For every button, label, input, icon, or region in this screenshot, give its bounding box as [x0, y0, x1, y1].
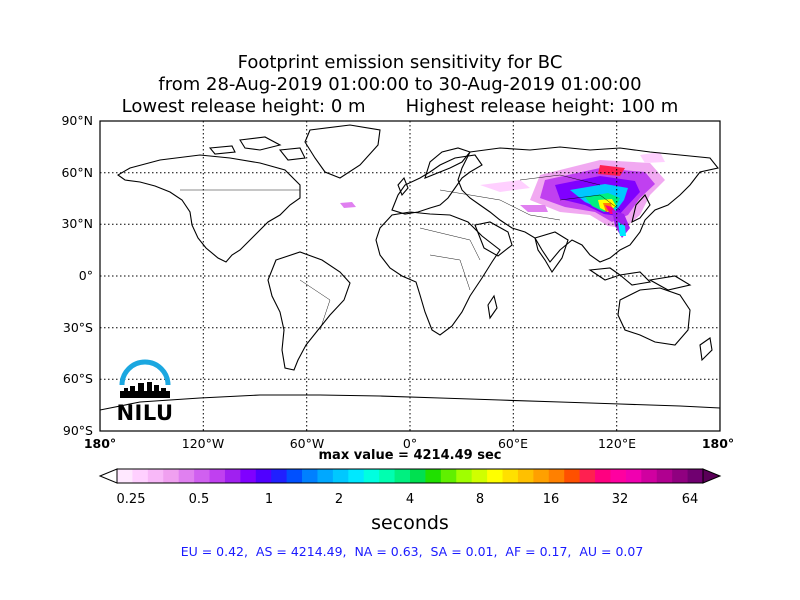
- colorbar-tick-3: 2: [334, 492, 344, 507]
- lon-label-180w: 180°: [83, 436, 117, 451]
- colorbar-cell: [163, 469, 180, 483]
- colorbar-cell: [471, 469, 488, 483]
- colorbar-frame: [116, 468, 704, 484]
- grid-lines: [100, 121, 720, 431]
- colorbar-cell: [286, 469, 303, 483]
- lon-label-180e: 180°: [701, 436, 735, 451]
- colorbar-cell: [564, 469, 581, 483]
- colorbar-cell: [579, 469, 596, 483]
- colorbar-cell: [687, 469, 704, 483]
- colorbar-cell: [132, 469, 149, 483]
- colorbar-tick-4: 4: [405, 492, 415, 507]
- colorbar-cell: [271, 469, 288, 483]
- lat-label-90n: 90°N: [61, 113, 93, 128]
- colorbar-cell: [440, 469, 457, 483]
- lon-label-60e: 60°E: [497, 436, 529, 451]
- colorbar-cell: [147, 469, 164, 483]
- colorbar-tick-5: 8: [475, 492, 485, 507]
- map-layer: [100, 121, 720, 431]
- colorbar-cell: [456, 469, 473, 483]
- colorbar-cell: [487, 469, 503, 483]
- lat-label-60s: 60°S: [62, 371, 93, 386]
- region-summary: EU = 0.42, AS = 4214.49, NA = 0.63, SA =…: [180, 544, 644, 559]
- colorbar-cells: [117, 469, 704, 483]
- colorbar-tick-8: 64: [681, 492, 699, 507]
- lat-label-90s: 90°S: [62, 423, 93, 438]
- lat-label-0: 0°: [78, 268, 93, 283]
- lon-label-60w: 60°W: [289, 436, 325, 451]
- colorbar-cell: [548, 469, 565, 483]
- coastlines: [100, 124, 720, 431]
- colorbar-cell: [117, 469, 133, 483]
- colorbar-label: seconds: [371, 512, 449, 534]
- lat-label-30n: 30°N: [61, 216, 93, 231]
- colorbar-tick-2: 1: [264, 492, 274, 507]
- colorbar-cell: [641, 469, 658, 483]
- max-value-text: max value = 4214.49 sec: [318, 448, 502, 463]
- colorbar-cell: [317, 469, 334, 483]
- colorbar-cell: [656, 469, 673, 483]
- colorbar-cell: [240, 469, 257, 483]
- colorbar-cell: [255, 469, 272, 483]
- colorbar-tick-0: 0.25: [116, 492, 146, 507]
- colorbar-min-arrow: [98, 468, 118, 484]
- colorbar-cell: [302, 469, 318, 483]
- colorbar-cell: [595, 469, 611, 483]
- title-line-2: from 28-Aug-2019 01:00:00 to 30-Aug-2019…: [158, 74, 642, 95]
- lon-label-120e: 120°E: [597, 436, 636, 451]
- colorbar-cell: [517, 469, 534, 483]
- colorbar-cell: [425, 469, 442, 483]
- colorbar-cell: [502, 469, 519, 483]
- colorbar-max-arrow: [702, 468, 722, 484]
- colorbar-cell: [672, 469, 688, 483]
- nilu-logo-graphic: [119, 359, 171, 398]
- colorbar-cell: [332, 469, 349, 483]
- colorbar-cell: [348, 469, 365, 483]
- nilu-logo-text: NILU: [116, 401, 174, 425]
- colorbar-cell: [625, 469, 642, 483]
- map-frame: [99, 120, 721, 432]
- colorbar-tick-1: 0.5: [188, 492, 210, 507]
- country-borders: [180, 174, 621, 331]
- colorbar-cell: [394, 469, 411, 483]
- colorbar-cell: [610, 469, 627, 483]
- colorbar-cell: [363, 469, 380, 483]
- title-line-1: Footprint emission sensitivity for BC: [237, 52, 563, 73]
- colorbar-cell: [178, 469, 195, 483]
- colorbar-cell: [209, 469, 226, 483]
- colorbar-cell: [410, 469, 426, 483]
- colorbar-cell: [194, 469, 210, 483]
- colorbar-cell: [224, 469, 241, 483]
- lat-label-60n: 60°N: [61, 165, 93, 180]
- lon-label-0: 0°: [402, 436, 418, 451]
- lat-label-30s: 30°S: [62, 320, 93, 335]
- nilu-logo: NILU: [114, 357, 176, 425]
- colorbar-cell: [379, 469, 395, 483]
- colorbar-tick-7: 32: [611, 492, 629, 507]
- colorbar-tick-6: 16: [542, 492, 560, 507]
- lon-label-120w: 120°W: [181, 436, 225, 451]
- title-line-3: Lowest release height: 0 m Highest relea…: [121, 96, 679, 117]
- colorbar-cell: [533, 469, 550, 483]
